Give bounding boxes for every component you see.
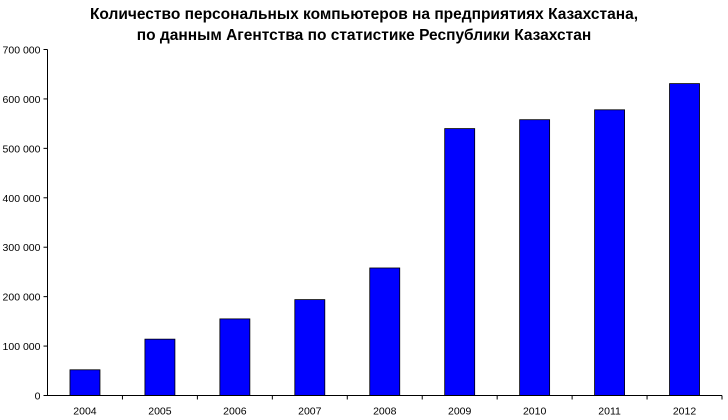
bar <box>144 338 176 396</box>
x-axis-ticks <box>121 395 723 400</box>
x-tick-label: 2010 <box>523 406 547 418</box>
x-tick-label: 2009 <box>448 406 472 418</box>
chart-title-line-1: Количество персональных компьютеров на п… <box>89 6 639 23</box>
x-tick-label: 2008 <box>373 406 397 418</box>
y-tick-label: 400 000 <box>3 193 41 205</box>
y-tick-label: 100 000 <box>3 341 41 353</box>
x-tick-label: 2005 <box>148 406 172 418</box>
bars <box>69 83 700 396</box>
bar <box>69 369 101 396</box>
y-tick-label: 300 000 <box>3 242 41 254</box>
bar <box>219 318 251 396</box>
x-axis-tick-labels: 2004 2005 2006 2007 2008 2009 2010 2011 2012 <box>73 406 696 418</box>
y-tick-label: 200 000 <box>3 292 41 304</box>
y-tick-label: 600 000 <box>3 94 41 106</box>
x-tick-label: 2012 <box>673 406 697 418</box>
bar <box>594 109 625 396</box>
bar <box>294 299 326 396</box>
chart-title: Количество персональных компьютеров на п… <box>0 4 728 46</box>
x-tick-label: 2007 <box>298 406 322 418</box>
y-tick-label: 700 000 <box>3 45 41 57</box>
bar <box>519 119 551 396</box>
y-axis-tick-labels: 0 100 000 200 000 300 000 400 000 500 000 600 … <box>3 45 41 403</box>
y-tick-label: 500 000 <box>3 143 41 155</box>
chart-title-line-2: по данным Агентства по статистике Респуб… <box>136 27 592 44</box>
bar <box>369 267 401 396</box>
y-tick-label: 0 <box>35 391 41 403</box>
bar <box>669 83 700 396</box>
x-tick-label: 2011 <box>598 406 621 418</box>
bar <box>444 128 476 396</box>
y-axis-ticks <box>43 49 48 396</box>
x-tick-label: 2004 <box>73 406 97 418</box>
x-tick-label: 2006 <box>223 406 247 418</box>
